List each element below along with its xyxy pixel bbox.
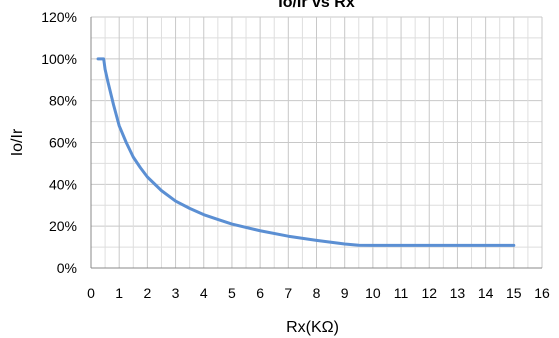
x-tick-label: 1 [115, 285, 123, 301]
x-tick-label: 5 [228, 285, 236, 301]
y-tick-label: 60% [49, 135, 77, 151]
x-axis-title: Rx(KΩ) [286, 319, 339, 336]
x-tick-label: 11 [394, 285, 409, 301]
x-tick-label: 6 [256, 285, 264, 301]
x-tick-label: 14 [478, 285, 494, 301]
x-tick-label: 4 [200, 285, 208, 301]
x-tick-label: 3 [172, 285, 180, 301]
x-tick-label: 8 [313, 285, 321, 301]
x-tick-label: 7 [284, 285, 292, 301]
y-tick-label: 80% [49, 93, 77, 109]
series-line-0 [96, 57, 516, 247]
x-tick-label: 13 [450, 285, 466, 301]
y-axis-title: Io/Ir [9, 128, 26, 156]
y-tick-label: 100% [41, 51, 77, 67]
y-tick-label: 40% [49, 176, 77, 192]
x-tick-label: 9 [341, 285, 349, 301]
x-tick-label: 16 [534, 285, 550, 301]
x-tick-label: 12 [421, 285, 437, 301]
y-tick-label: 120% [41, 9, 77, 25]
y-tick-label: 20% [49, 218, 77, 234]
gridlines [90, 16, 543, 269]
x-tick-label: 2 [143, 285, 151, 301]
chart-title: Io/Ir vs Rx [278, 0, 355, 11]
x-tick-label: 10 [365, 285, 381, 301]
x-tick-label: 15 [506, 285, 522, 301]
y-tick-label: 0% [57, 260, 77, 276]
x-tick-label: 0 [87, 285, 95, 301]
